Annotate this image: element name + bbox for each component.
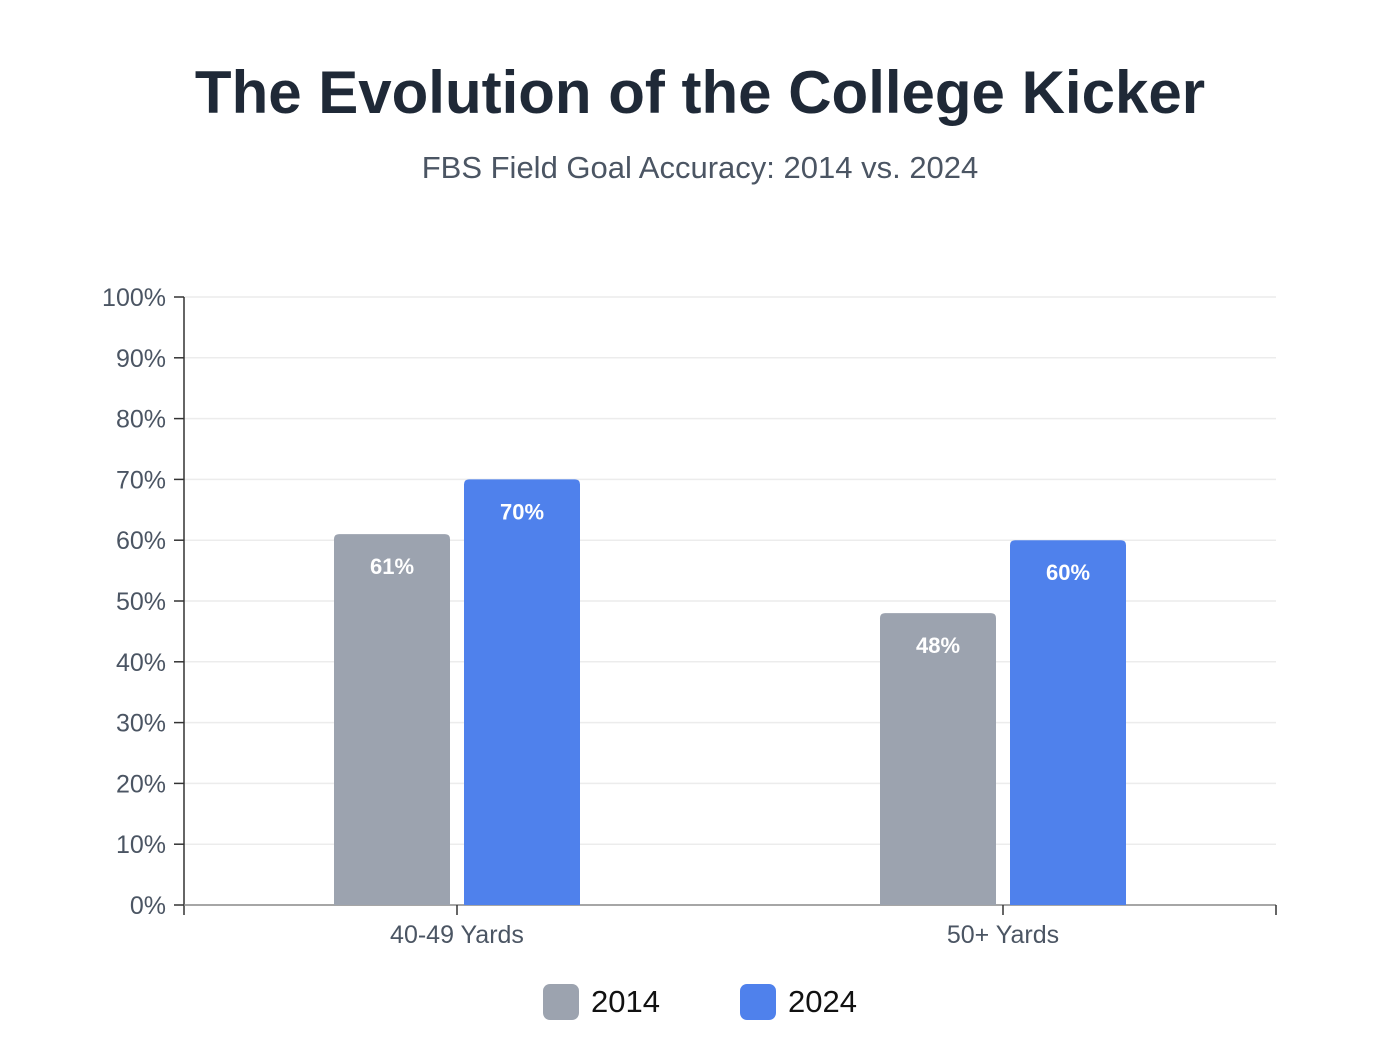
- legend-label-2014: 2014: [591, 984, 660, 1019]
- y-tick-label: 100%: [102, 284, 166, 312]
- y-tick-label: 80%: [116, 406, 166, 434]
- legend-swatch-2024: [740, 984, 776, 1020]
- legend-label-2024: 2024: [788, 984, 857, 1019]
- x-tick-label: 40-49 Yards: [390, 921, 524, 949]
- chart-subtitle: FBS Field Goal Accuracy: 2014 vs. 2024: [421, 150, 979, 185]
- bar-data-label: 60%: [1046, 560, 1090, 585]
- y-tick-label: 30%: [116, 710, 166, 738]
- y-tick-label: 90%: [116, 345, 166, 373]
- y-tick-label: 40%: [116, 649, 166, 677]
- y-tick-label: 0%: [130, 892, 166, 920]
- bar-2014-0: [334, 534, 450, 905]
- bar-2014-1: [880, 613, 996, 905]
- legend-swatch-2014: [543, 984, 580, 1020]
- y-tick-label: 10%: [116, 831, 166, 859]
- bar-data-label: 61%: [370, 554, 414, 579]
- bar-2024-0: [464, 479, 580, 905]
- legend-item-2014[interactable]: 2014: [543, 984, 660, 1020]
- bar-2024-1: [1010, 540, 1126, 905]
- y-tick-label: 20%: [116, 770, 166, 798]
- bar-data-label: 70%: [500, 499, 544, 524]
- chart-title: The Evolution of the College Kicker: [194, 59, 1206, 126]
- x-tick-label: 50+ Yards: [947, 921, 1059, 949]
- legend: 2014 2024: [0, 984, 1374, 1020]
- y-tick-label: 60%: [116, 527, 166, 555]
- y-tick-label: 50%: [116, 588, 166, 616]
- y-tick-label: 70%: [116, 466, 166, 494]
- legend-item-2024[interactable]: 2024: [740, 984, 857, 1020]
- bar-data-label: 48%: [916, 633, 960, 658]
